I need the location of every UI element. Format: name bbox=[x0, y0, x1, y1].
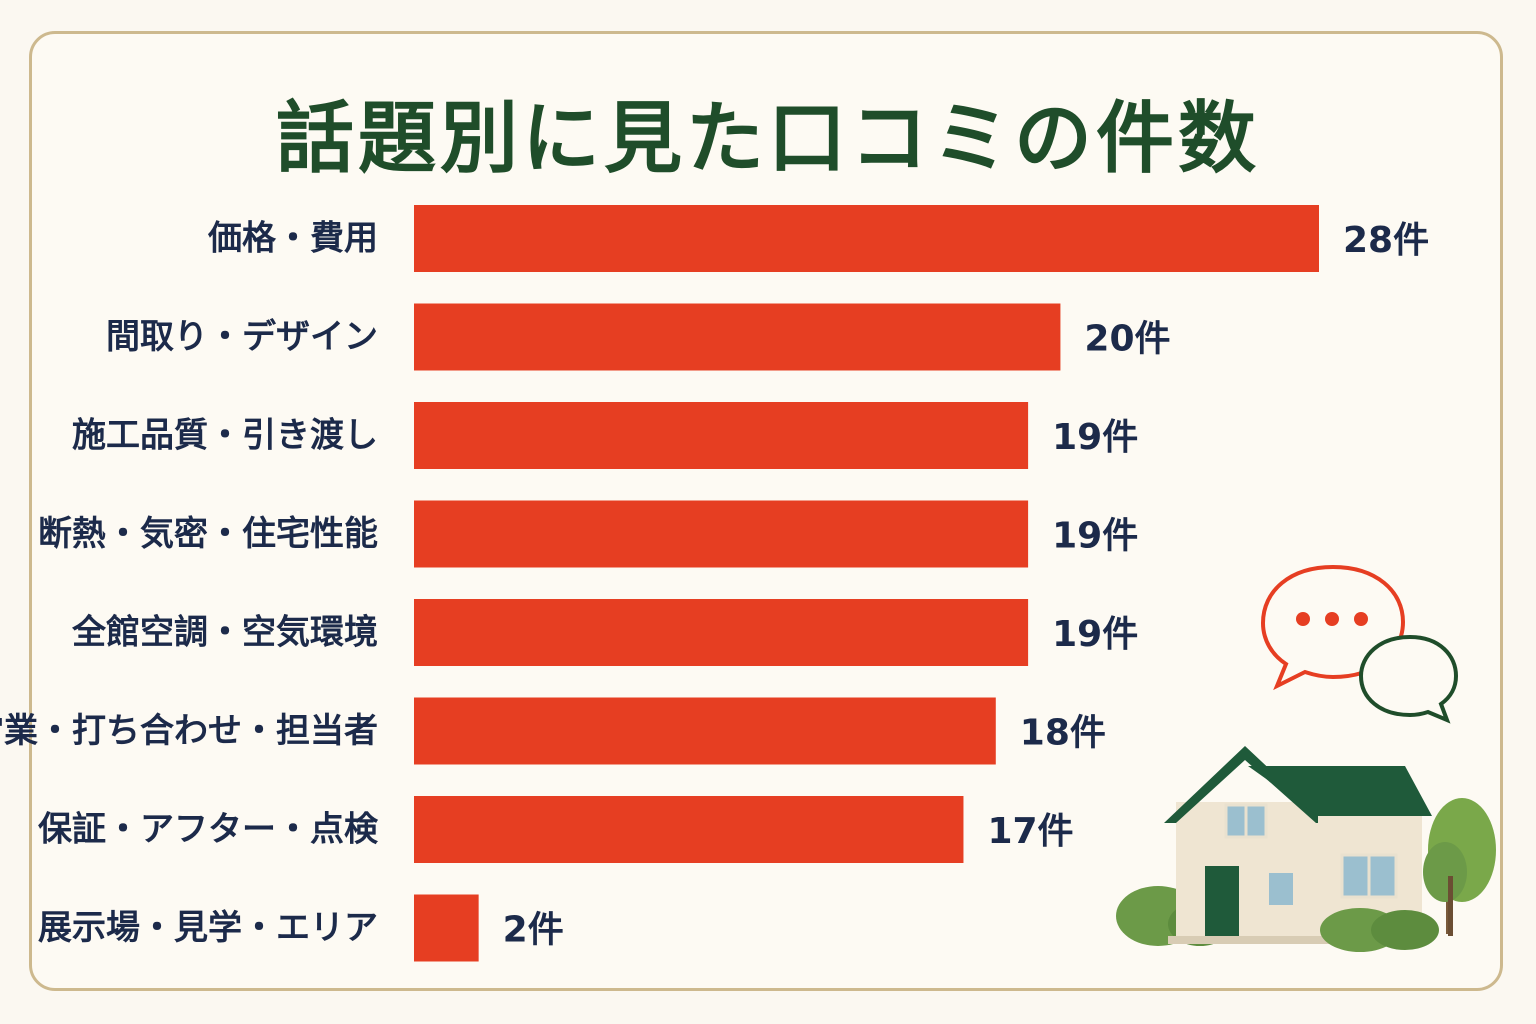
value-label: 19件 bbox=[1052, 614, 1138, 655]
category-label: 価格・費用 bbox=[207, 219, 378, 259]
category-label: 営業・打ち合わせ・担当者 bbox=[0, 711, 378, 751]
category-label: 断熱・気密・住宅性能 bbox=[38, 514, 378, 554]
bar bbox=[414, 303, 1061, 371]
value-label: 18件 bbox=[1020, 713, 1106, 754]
value-label: 28件 bbox=[1343, 220, 1429, 261]
bar bbox=[414, 205, 1319, 272]
category-label: 全館空調・空気環境 bbox=[71, 613, 378, 653]
bar bbox=[414, 697, 996, 765]
category-label: 保証・アフター・点検 bbox=[38, 810, 379, 850]
bar bbox=[414, 402, 1029, 469]
bar bbox=[414, 796, 964, 863]
category-label: 施工品質・引き渡し bbox=[72, 416, 378, 456]
bar bbox=[414, 894, 479, 962]
bar bbox=[414, 500, 1029, 568]
category-label: 間取り・デザイン bbox=[106, 317, 378, 357]
value-label: 20件 bbox=[1084, 319, 1170, 360]
value-label: 19件 bbox=[1052, 417, 1138, 458]
house-icon bbox=[1116, 746, 1439, 952]
value-label: 19件 bbox=[1052, 516, 1138, 557]
bar bbox=[414, 599, 1029, 666]
value-label: 2件 bbox=[503, 910, 564, 951]
speech-bubble-icon bbox=[1260, 564, 1459, 724]
chart-title: 話題別に見た口コミの件数 bbox=[275, 94, 1260, 184]
category-label: 展示場・見学・エリア bbox=[38, 908, 378, 948]
tree-icon bbox=[1423, 798, 1496, 936]
value-label: 17件 bbox=[987, 811, 1073, 852]
